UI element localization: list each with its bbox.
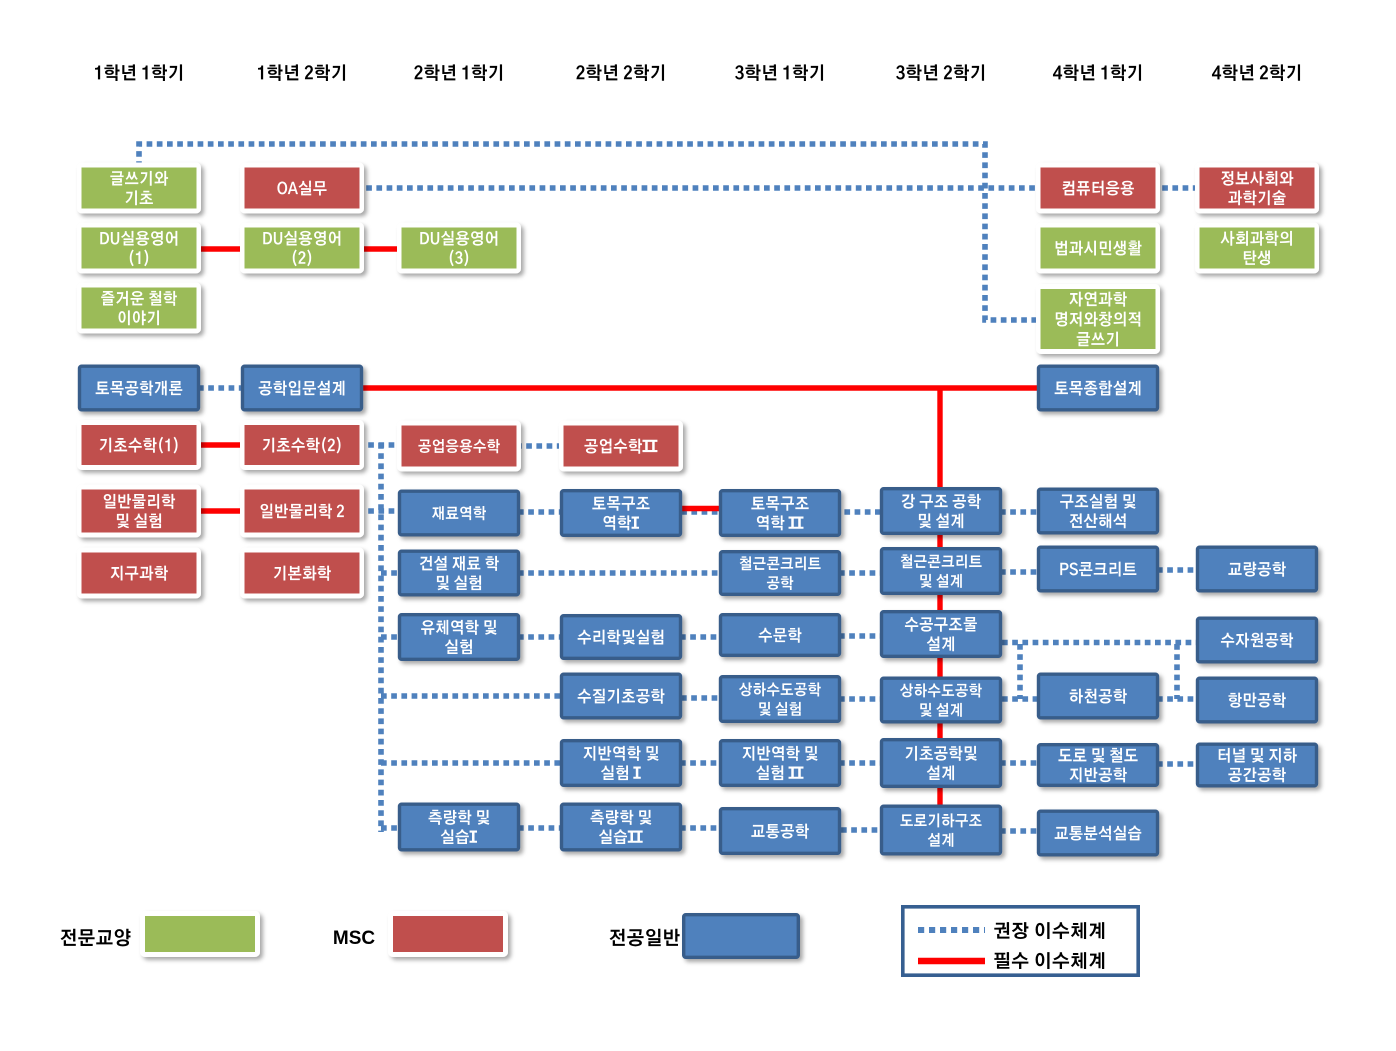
svg-text:MSC: MSC (333, 928, 376, 949)
